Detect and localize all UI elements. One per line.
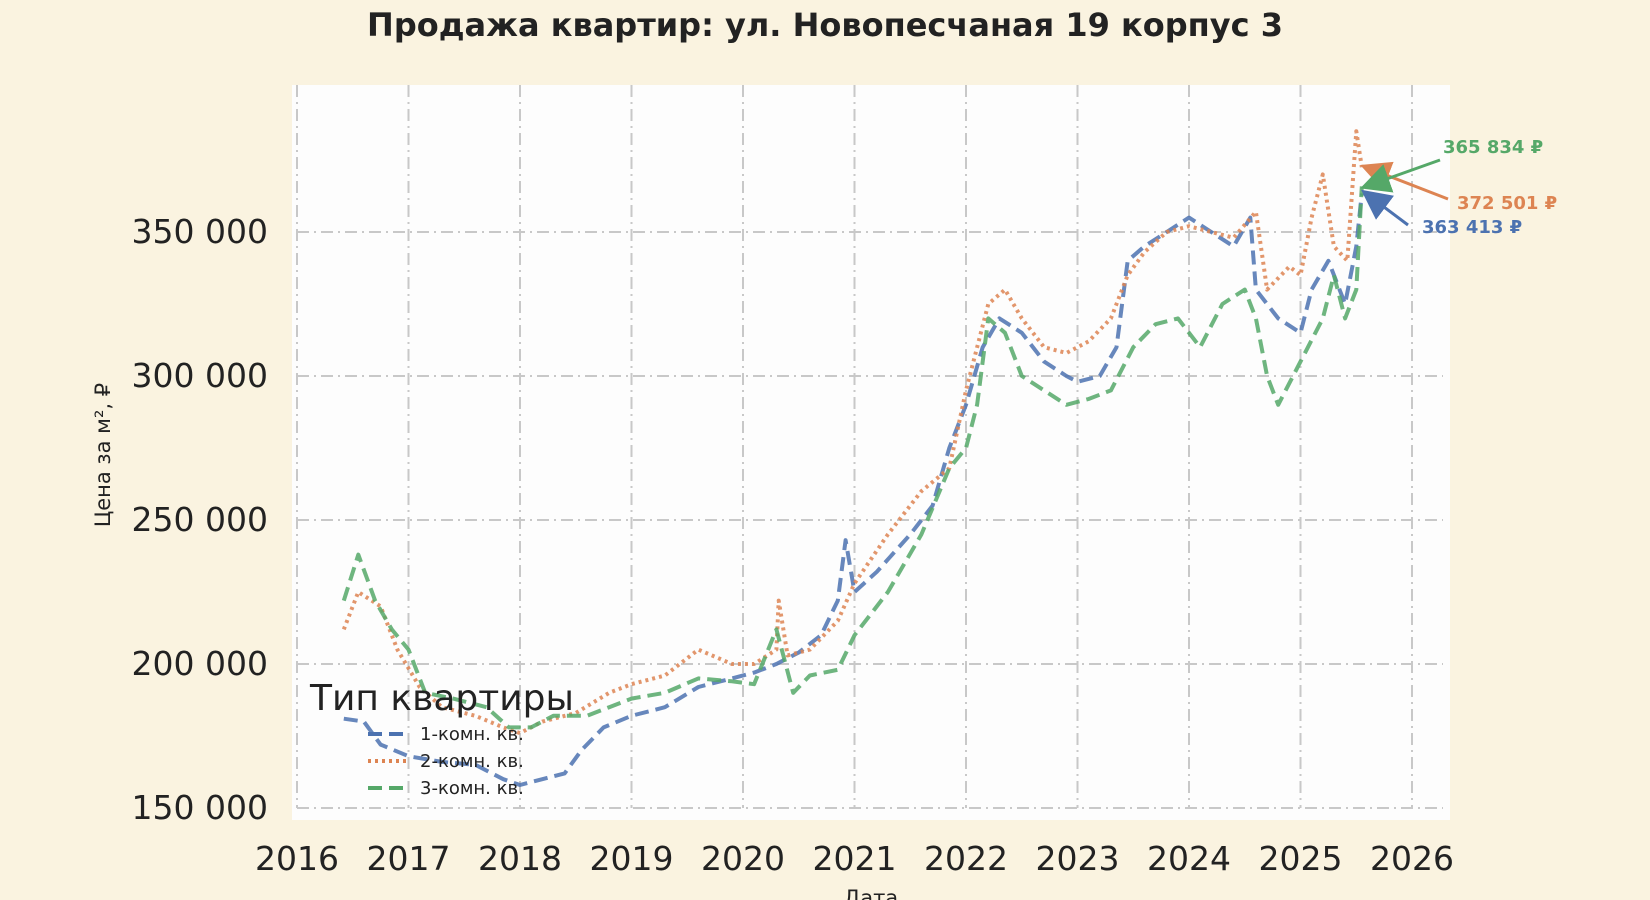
legend-label: 1-комн. кв. <box>420 724 524 745</box>
series-line-2 <box>341 129 1364 736</box>
legend-label: 2-комн. кв. <box>420 751 524 772</box>
y-tick-label: 200 000 <box>132 644 268 683</box>
x-tick-label: 2021 <box>813 839 897 878</box>
x-tick-label: 2019 <box>590 839 674 878</box>
x-tick-label: 2023 <box>1036 839 1120 878</box>
x-tick-label: 2018 <box>478 839 562 878</box>
x-tick-label: 2020 <box>701 839 785 878</box>
x-tick-label: 2017 <box>367 839 451 878</box>
series-line-3 <box>341 186 1364 730</box>
legend-label: 3-комн. кв. <box>420 778 524 799</box>
annotation-arrow <box>1360 158 1441 193</box>
x-tick-label: 2026 <box>1370 839 1454 878</box>
x-tick-label: 2016 <box>255 839 339 878</box>
y-tick-label: 250 000 <box>132 500 268 539</box>
legend-title: Тип квартиры <box>309 678 574 719</box>
x-tick-label: 2022 <box>924 839 1008 878</box>
annotations: 363 413 ₽ 372 501 ₽ 365 834 ₽ <box>1360 137 1557 238</box>
chart-title: Продажа квартир: ул. Новопесчаная 19 кор… <box>367 6 1283 44</box>
legend-items: 1-комн. кв. 2-комн. кв. 3-комн. кв. <box>368 724 524 799</box>
x-axis-label: Дата <box>844 886 898 900</box>
series-layer <box>341 129 1364 787</box>
annotation-arrow <box>1361 189 1409 227</box>
y-axis-label: Цена за м², ₽ <box>91 383 115 527</box>
x-tick-label: 2025 <box>1259 839 1343 878</box>
y-tick-label: 150 000 <box>132 788 268 827</box>
end-value-label: 365 834 ₽ <box>1443 137 1543 158</box>
x-tick-label: 2024 <box>1147 839 1231 878</box>
plot-area <box>292 85 1450 820</box>
legend: Тип квартиры 1-комн. кв. 2-комн. кв. 3-ком… <box>309 678 574 799</box>
y-tick-label: 300 000 <box>132 356 268 395</box>
y-tick-label: 350 000 <box>132 212 268 251</box>
end-value-label: 372 501 ₽ <box>1457 193 1557 214</box>
series-line-1 <box>343 193 1364 787</box>
end-value-label: 363 413 ₽ <box>1422 217 1522 238</box>
ticks: 2016 2017 2018 2019 2020 2021 2022 2023 2024 2025… <box>132 212 1454 878</box>
